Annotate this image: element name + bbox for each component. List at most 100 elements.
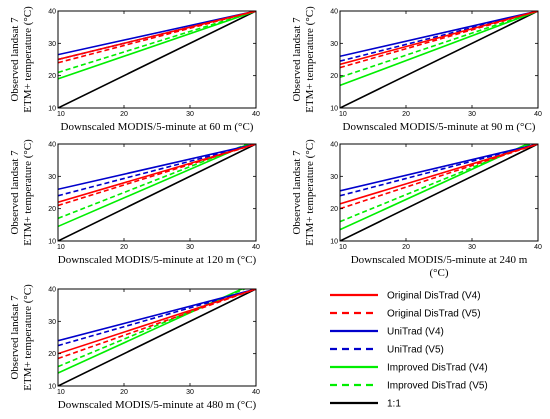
panel-p480: 10 20 30 40 10 20 30 40 Downscaled MODIS/5-minut… (9, 284, 260, 411)
series-line-one-to-one (58, 289, 256, 386)
x-tick-label: 40 (534, 244, 542, 251)
y-tick-label: 30 (48, 41, 56, 48)
x-tick-label: 20 (402, 111, 410, 118)
x-tick-label: 10 (57, 389, 65, 396)
y-tick-label: 20 (48, 73, 56, 80)
legend: Original DisTrad (V4) Original DisTrad (V… (330, 291, 488, 410)
x-axis-label: Downscaled MODIS/5-minute at 60 m (°C) (61, 121, 254, 133)
y-tick-label: 40 (330, 9, 338, 16)
series-line-orig-v4 (58, 11, 256, 61)
x-axis-label: Downscaled MODIS/5-minute at 480 m (°C) (58, 399, 257, 411)
legend-item-one-to-one: 1:1 (330, 399, 401, 410)
y-axis-label-line1: Observed landsat 7 (291, 150, 303, 235)
y-tick-label: 20 (330, 206, 338, 213)
series-group (58, 144, 256, 241)
x-axis-label: Downscaled MODIS/5-minute at 120 m (°C) (58, 254, 257, 266)
series-line-imp-v5 (340, 11, 538, 79)
series-line-uni-v4 (58, 289, 256, 342)
y-axis-label-line2: ETM+ temperature (°C) (22, 6, 34, 113)
series-line-imp-v5 (58, 11, 256, 74)
panel-p60: 10 20 30 40 10 20 30 40 Downscaled MODIS/5-minut… (9, 6, 260, 133)
x-axis-label: Downscaled MODIS/5-minute at 240 m (351, 254, 528, 266)
y-tick-label: 40 (330, 142, 338, 149)
legend-label: 1:1 (387, 399, 401, 410)
series-line-orig-v5 (340, 144, 538, 210)
y-axis-label-line2: ETM+ temperature (°C) (304, 139, 316, 246)
panel-p240: 10 20 30 40 10 20 30 40 Downscaled MODIS/5-minut… (291, 139, 542, 279)
x-tick-label: 30 (468, 111, 476, 118)
legend-item-imp-v5: Improved DisTrad (V5) (330, 381, 488, 392)
y-axis-label-line2: ETM+ temperature (°C) (22, 139, 34, 246)
x-tick-label: 20 (402, 244, 410, 251)
x-tick-label: 40 (252, 244, 260, 251)
plot-frame (57, 10, 257, 109)
series-line-one-to-one (340, 11, 538, 108)
legend-label: Improved DisTrad (V4) (387, 363, 488, 374)
legend-label: UniTrad (V4) (387, 327, 444, 338)
series-line-uni-v4 (340, 11, 538, 58)
series-group (58, 11, 256, 108)
legend-item-uni-v4: UniTrad (V4) (330, 327, 444, 338)
x-axis-label: Downscaled MODIS/5-minute at 90 m (°C) (343, 121, 536, 133)
series-line-orig-v4 (58, 289, 256, 355)
x-tick-label: 10 (57, 111, 65, 118)
legend-item-orig-v4: Original DisTrad (V4) (330, 291, 481, 302)
x-tick-label: 40 (252, 389, 260, 396)
x-axis-label-line2: (°C) (429, 267, 448, 279)
x-tick-label: 20 (120, 111, 128, 118)
legend-label: Original DisTrad (V5) (387, 309, 481, 320)
y-tick-label: 40 (48, 142, 56, 149)
x-tick-label: 20 (120, 389, 128, 396)
y-tick-label: 30 (48, 319, 56, 326)
series-line-orig-v5 (58, 289, 256, 360)
legend-item-imp-v4: Improved DisTrad (V4) (330, 363, 488, 374)
series-group (340, 11, 538, 108)
y-axis-label-line2: ETM+ temperature (°C) (22, 284, 34, 391)
series-line-one-to-one (58, 144, 256, 241)
legend-label: UniTrad (V5) (387, 345, 444, 356)
series-line-uni-v4 (58, 144, 256, 191)
series-line-uni-v4 (340, 144, 538, 192)
y-tick-label: 20 (330, 73, 338, 80)
y-tick-label: 20 (48, 206, 56, 213)
x-tick-label: 40 (534, 111, 542, 118)
x-tick-label: 30 (186, 244, 194, 251)
legend-item-uni-v5: UniTrad (V5) (330, 345, 444, 356)
plot-frame (57, 143, 257, 242)
legend-label: Improved DisTrad (V5) (387, 381, 488, 392)
plot-frame (339, 10, 539, 109)
series-line-imp-v4 (340, 11, 538, 87)
series-line-imp-v4 (58, 11, 256, 80)
series-line-orig-v4 (340, 144, 538, 205)
y-tick-label: 30 (330, 174, 338, 181)
series-line-orig-v4 (340, 11, 538, 66)
x-tick-label: 30 (468, 244, 476, 251)
y-tick-label: 30 (48, 174, 56, 181)
x-tick-label: 30 (186, 111, 194, 118)
x-tick-label: 10 (57, 244, 65, 251)
y-tick-label: 10 (330, 106, 338, 113)
series-group (58, 289, 256, 386)
y-tick-label: 40 (48, 9, 56, 16)
series-line-orig-v4 (58, 144, 256, 203)
y-axis-label-line1: Observed landsat 7 (9, 150, 21, 235)
plot-frame (339, 143, 539, 242)
x-tick-label: 20 (120, 244, 128, 251)
y-tick-label: 10 (330, 239, 338, 246)
plot-frame (57, 288, 257, 387)
series-line-one-to-one (340, 144, 538, 241)
y-tick-label: 10 (48, 384, 56, 391)
series-line-one-to-one (58, 11, 256, 108)
y-axis-label-line2: ETM+ temperature (°C) (304, 6, 316, 113)
y-tick-label: 10 (48, 239, 56, 246)
legend-label: Original DisTrad (V4) (387, 291, 481, 302)
series-group (340, 144, 538, 241)
x-tick-label: 10 (339, 244, 347, 251)
y-tick-label: 20 (48, 351, 56, 358)
y-tick-label: 30 (330, 41, 338, 48)
y-tick-label: 10 (48, 106, 56, 113)
y-axis-label-line1: Observed landsat 7 (9, 17, 21, 102)
x-tick-label: 10 (339, 111, 347, 118)
legend-item-orig-v5: Original DisTrad (V5) (330, 309, 481, 320)
series-line-uni-v5 (58, 144, 256, 197)
